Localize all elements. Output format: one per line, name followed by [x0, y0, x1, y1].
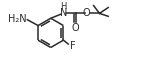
- Text: F: F: [70, 41, 76, 51]
- Text: O: O: [72, 23, 79, 33]
- Text: N: N: [60, 8, 67, 18]
- Text: H: H: [60, 2, 67, 11]
- Text: H₂N: H₂N: [8, 14, 26, 24]
- Text: O: O: [83, 8, 91, 18]
